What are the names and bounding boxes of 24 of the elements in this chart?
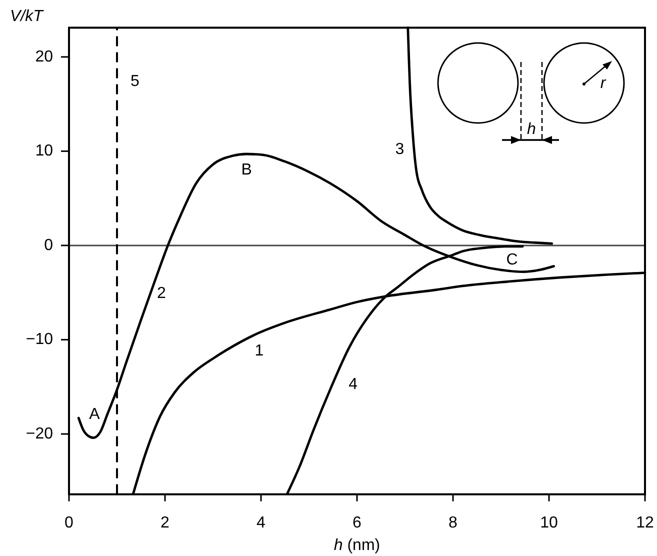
y-tick-label: 10 — [35, 142, 54, 160]
y-tick-label: −10 — [26, 331, 54, 348]
annotation: B — [241, 162, 252, 179]
annotation: h — [527, 121, 536, 138]
x-axis-title: h (nm) — [334, 537, 380, 554]
x-tick-label: 10 — [540, 514, 558, 532]
y-tick-label: 0 — [44, 236, 54, 254]
x-tick-label: 0 — [64, 514, 74, 532]
annotation: C — [506, 251, 518, 268]
series-label: 1 — [254, 342, 264, 360]
series-label: 4 — [348, 376, 358, 394]
series-label: 5 — [130, 73, 140, 90]
y-tick-label: 20 — [35, 48, 54, 66]
x-tick-label: 8 — [448, 514, 458, 532]
x-tick-label: 12 — [636, 514, 654, 532]
series-label: 3 — [395, 140, 404, 158]
annotation: r — [600, 75, 606, 92]
annotation: A — [89, 406, 100, 424]
y-tick-label: −20 — [26, 425, 54, 442]
x-tick-label: 4 — [256, 514, 266, 532]
x-tick-label: 6 — [352, 514, 362, 532]
x-tick-label: 2 — [160, 514, 170, 532]
y-axis-title: V/kT — [10, 8, 44, 25]
series-label: 2 — [156, 284, 166, 302]
